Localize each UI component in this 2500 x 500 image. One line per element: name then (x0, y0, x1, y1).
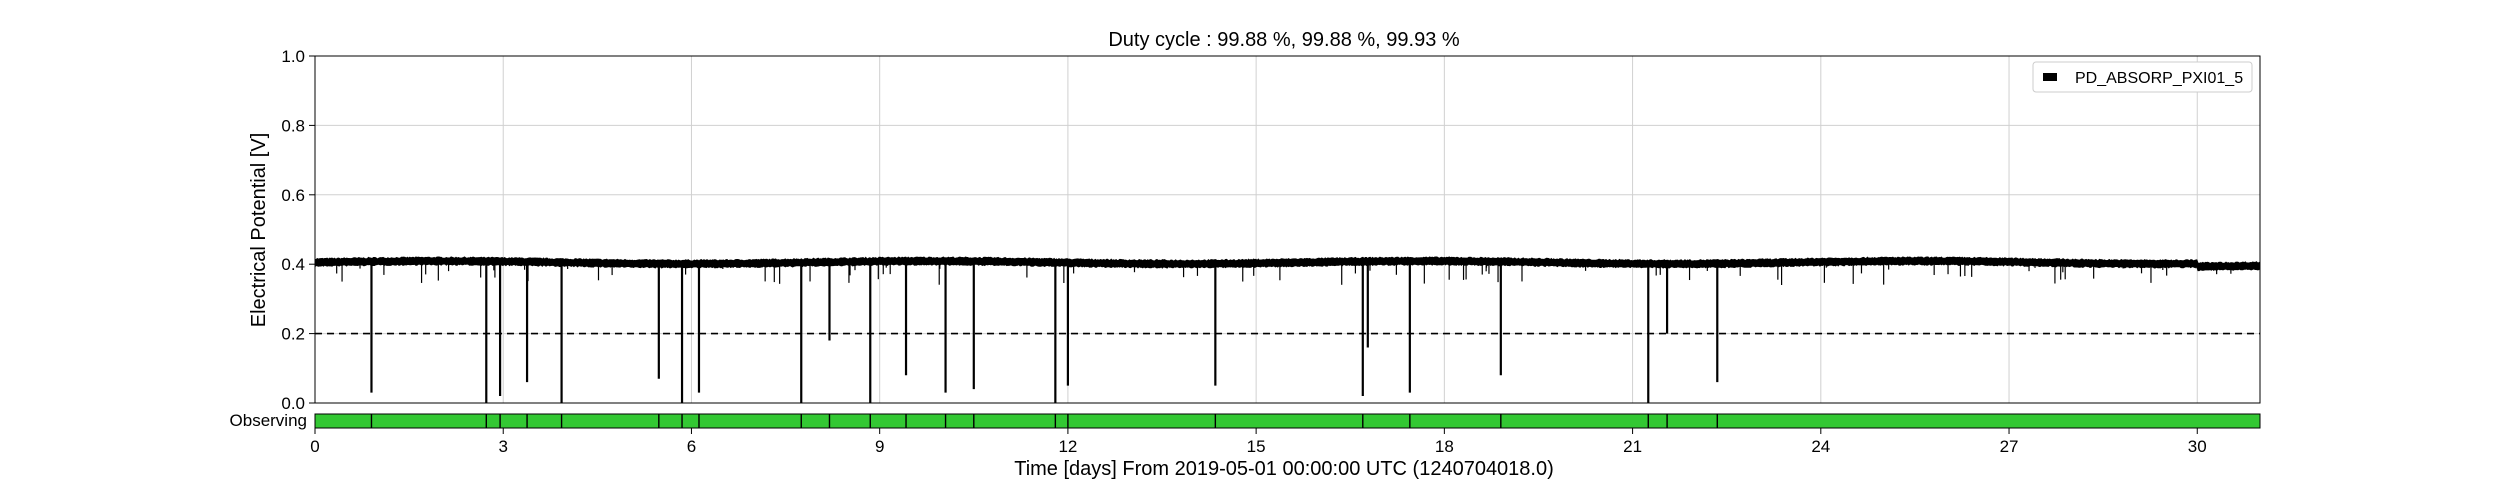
plot-frame (314, 55, 2261, 404)
series-layer (314, 256, 2261, 403)
y-tick-label: 0.6 (281, 186, 305, 205)
series-band (314, 256, 2261, 272)
y-axis: 0.0 0.2 0.4 0.6 0.8 1.0 (281, 47, 315, 413)
legend-box (2032, 61, 2253, 93)
state-bar-fill (314, 413, 2261, 429)
y-tick-label: 1.0 (281, 47, 305, 66)
x-tick-label: 0 (310, 437, 319, 456)
state-bar (314, 413, 2261, 429)
x-tick-label: 3 (498, 437, 507, 456)
legend-entry: PD_ABSORP_PXI01_5 (2075, 70, 2243, 87)
x-tick-label: 24 (1811, 437, 1830, 456)
x-tick-label: 15 (1247, 437, 1266, 456)
x-tick-label: 21 (1623, 437, 1642, 456)
x-tick-label: 9 (875, 437, 884, 456)
grid (314, 55, 2260, 404)
x-tick-label: 6 (687, 437, 696, 456)
y-tick-label: 0.4 (281, 255, 305, 274)
x-tick-label: 12 (1058, 437, 1077, 456)
y-tick-label: 0.2 (281, 325, 305, 344)
x-tick-label: 27 (2000, 437, 2019, 456)
state-bar-label: Observing (230, 411, 307, 430)
y-tick-label: 0.0 (281, 394, 305, 413)
y-tick-label: 0.8 (281, 116, 305, 135)
legend: PD_ABSORP_PXI01_5 (2032, 61, 2253, 93)
x-tick-label: 18 (1435, 437, 1454, 456)
legend-swatch (2043, 73, 2057, 81)
x-axis: 0 3 6 9 12 15 18 21 24 27 30 (310, 428, 2207, 456)
chart-title: Duty cycle : 99.88 %, 99.88 %, 99.93 % (1108, 29, 1460, 51)
y-axis-label: Electrical Potential [V] (248, 133, 270, 328)
x-tick-label: 30 (2188, 437, 2207, 456)
x-axis-label: Time [days] From 2019-05-01 00:00:00 UTC… (1014, 458, 1554, 480)
